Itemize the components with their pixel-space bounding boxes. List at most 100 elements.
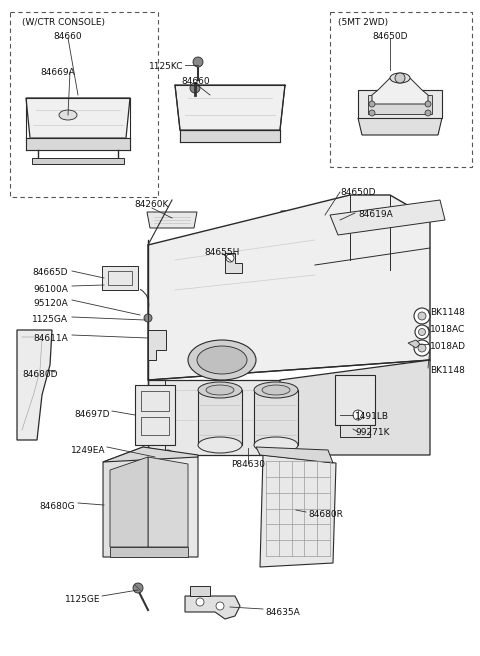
Circle shape — [369, 101, 375, 107]
Circle shape — [226, 254, 234, 262]
Circle shape — [144, 314, 152, 322]
Circle shape — [419, 329, 425, 335]
Polygon shape — [103, 447, 143, 557]
Text: 84611A: 84611A — [33, 334, 68, 343]
Polygon shape — [340, 425, 370, 437]
Circle shape — [211, 411, 219, 419]
Circle shape — [353, 410, 363, 420]
Circle shape — [425, 110, 431, 116]
Polygon shape — [148, 195, 430, 380]
Polygon shape — [294, 217, 338, 231]
Text: 84669A: 84669A — [41, 68, 75, 77]
Circle shape — [395, 73, 405, 83]
Bar — [254, 390, 298, 445]
Circle shape — [414, 308, 430, 324]
Bar — [330, 12, 472, 167]
Circle shape — [425, 101, 431, 107]
Ellipse shape — [188, 340, 256, 380]
Polygon shape — [26, 98, 130, 138]
Polygon shape — [148, 380, 280, 455]
Polygon shape — [110, 457, 148, 547]
Text: (W/CTR CONSOLE): (W/CTR CONSOLE) — [22, 18, 105, 27]
Text: 84697D: 84697D — [74, 410, 110, 419]
Ellipse shape — [390, 73, 410, 83]
Circle shape — [414, 340, 430, 356]
Polygon shape — [110, 547, 188, 557]
Circle shape — [193, 57, 203, 67]
Polygon shape — [225, 253, 242, 273]
Text: 84680R: 84680R — [308, 510, 343, 519]
Text: 1125KC: 1125KC — [148, 62, 183, 71]
Polygon shape — [260, 455, 336, 567]
Ellipse shape — [59, 110, 77, 120]
Polygon shape — [148, 457, 188, 547]
Polygon shape — [256, 447, 333, 463]
Polygon shape — [17, 330, 52, 440]
Circle shape — [163, 450, 173, 460]
Circle shape — [196, 598, 204, 606]
Text: 84635A: 84635A — [265, 608, 300, 617]
Polygon shape — [330, 200, 445, 235]
Polygon shape — [147, 212, 197, 228]
Polygon shape — [335, 375, 375, 425]
Text: 84680D: 84680D — [22, 370, 58, 379]
Circle shape — [418, 344, 426, 352]
Bar — [135, 385, 175, 445]
Text: 1491LB: 1491LB — [355, 412, 389, 421]
Text: 84680G: 84680G — [39, 502, 75, 511]
Ellipse shape — [262, 385, 290, 395]
Circle shape — [190, 83, 200, 93]
Text: 1125GE: 1125GE — [64, 595, 100, 604]
Text: 84619A: 84619A — [358, 210, 393, 219]
Text: 84650D: 84650D — [372, 32, 408, 41]
Polygon shape — [280, 360, 430, 455]
Bar — [10, 12, 158, 197]
Circle shape — [369, 110, 375, 116]
Polygon shape — [281, 211, 351, 235]
Ellipse shape — [198, 382, 242, 398]
Polygon shape — [26, 138, 130, 150]
Bar — [102, 266, 138, 290]
Polygon shape — [185, 596, 240, 619]
Ellipse shape — [206, 385, 234, 395]
Text: 84665D: 84665D — [33, 268, 68, 277]
Text: P84630: P84630 — [231, 460, 265, 469]
Ellipse shape — [197, 346, 247, 374]
Ellipse shape — [198, 437, 242, 453]
Bar — [32, 158, 124, 164]
Polygon shape — [103, 447, 198, 462]
Bar — [198, 390, 242, 445]
Bar — [108, 271, 132, 285]
Polygon shape — [148, 330, 166, 360]
Polygon shape — [372, 78, 428, 104]
Polygon shape — [175, 85, 285, 130]
Text: 1125GA: 1125GA — [32, 315, 68, 324]
Bar — [141, 391, 169, 411]
Bar — [141, 417, 169, 435]
Text: 96100A: 96100A — [33, 285, 68, 294]
Polygon shape — [180, 130, 280, 142]
Polygon shape — [358, 118, 442, 135]
Polygon shape — [190, 586, 210, 596]
Circle shape — [216, 602, 224, 610]
Text: 99271K: 99271K — [355, 428, 389, 437]
Text: 84660: 84660 — [54, 32, 82, 41]
Text: (5MT 2WD): (5MT 2WD) — [338, 18, 388, 27]
Text: 1249EA: 1249EA — [71, 446, 105, 455]
Ellipse shape — [254, 382, 298, 398]
Text: 1018AD: 1018AD — [430, 342, 466, 351]
Text: 84660: 84660 — [182, 77, 210, 86]
Circle shape — [133, 583, 143, 593]
Text: 1018AC: 1018AC — [430, 325, 465, 334]
Text: 84655H: 84655H — [204, 248, 240, 257]
Text: BK1148: BK1148 — [430, 366, 465, 375]
Text: 84650D: 84650D — [340, 188, 375, 197]
Polygon shape — [368, 95, 432, 114]
Text: 84260K: 84260K — [135, 200, 169, 209]
Text: BK1148: BK1148 — [430, 308, 465, 317]
Polygon shape — [408, 340, 420, 348]
Ellipse shape — [254, 437, 298, 453]
Polygon shape — [358, 90, 442, 118]
Text: 95120A: 95120A — [33, 299, 68, 308]
Circle shape — [415, 325, 429, 339]
